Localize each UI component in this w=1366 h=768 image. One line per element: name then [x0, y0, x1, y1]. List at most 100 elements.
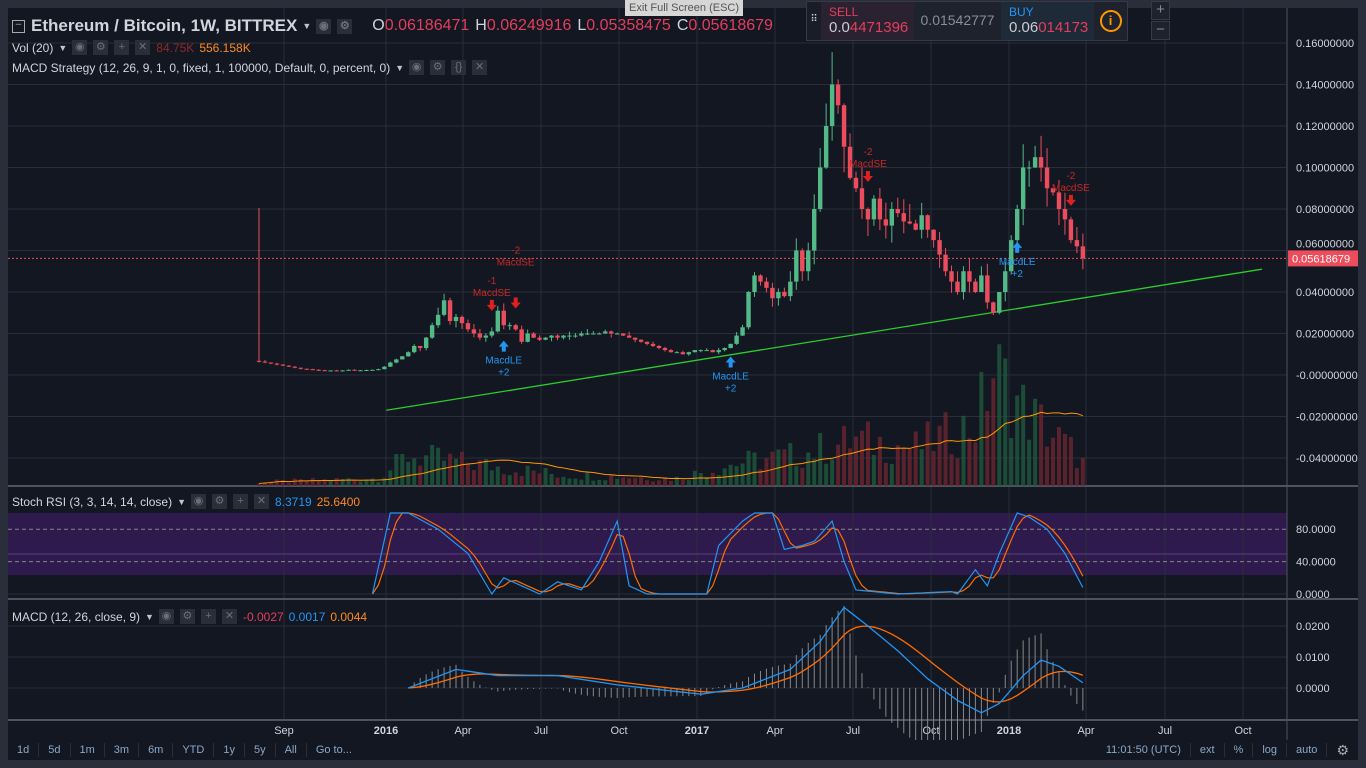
eye-icon[interactable]: ◉ [191, 494, 206, 509]
macd-title[interactable]: MACD (12, 26, close, 9) [12, 609, 141, 624]
zoom-in-button[interactable]: + [1151, 1, 1170, 20]
gear-icon[interactable]: ⚙ [93, 40, 109, 55]
volume-bar [824, 463, 829, 486]
info-button[interactable]: i [1094, 2, 1127, 40]
volume-bar [955, 458, 960, 486]
time-axis-label: Oct [922, 725, 939, 737]
candle-body [483, 335, 489, 338]
range-ytd[interactable]: YTD [173, 743, 215, 757]
close-icon[interactable]: ✕ [472, 60, 488, 75]
volume-bar [262, 482, 267, 486]
volume-bar [543, 468, 548, 486]
candle-body [585, 333, 590, 335]
range-1m[interactable]: 1m [71, 743, 105, 757]
volume-bar [459, 451, 464, 486]
zoom-out-button[interactable]: − [1151, 21, 1170, 40]
candle-body [1056, 192, 1062, 209]
volume-bar [645, 480, 650, 486]
volume-bar [501, 474, 506, 486]
plus-icon[interactable]: + [233, 494, 248, 509]
range-1d[interactable]: 1d [8, 743, 40, 757]
candle-body [943, 254, 948, 272]
time-axis-label: Apr [454, 725, 471, 737]
candle-body [435, 314, 441, 326]
volume-bar [268, 481, 273, 486]
clock[interactable]: 11:01:50 (UTC) [1097, 743, 1191, 757]
candle-body [316, 369, 321, 371]
volume-bar [376, 482, 381, 486]
candle-body [1020, 167, 1026, 209]
range-3m[interactable]: 3m [105, 743, 140, 757]
candle-body [704, 350, 709, 352]
buy-button[interactable]: BUY 0.06014173 [1001, 2, 1094, 40]
time-axis-label: Jul [534, 725, 548, 737]
trend-line [386, 268, 1263, 411]
goto-button[interactable]: Go to... [315, 744, 352, 756]
short-entry-arrow-icon [1065, 194, 1076, 206]
gear-icon[interactable]: ⚙ [212, 494, 227, 509]
ext-toggle[interactable]: ext [1191, 743, 1225, 757]
candle-body [835, 84, 841, 106]
chevron-down-icon[interactable]: ▼ [58, 42, 68, 53]
candle-body [710, 350, 715, 353]
range-5y[interactable]: 5y [245, 743, 276, 757]
volume-bar [716, 475, 721, 486]
settings-gear-icon[interactable]: ⚙ [1336, 742, 1349, 758]
close-icon[interactable]: ✕ [135, 40, 151, 55]
short-entry-label: MacdSE [473, 288, 511, 299]
candle-body [847, 146, 853, 178]
log-toggle[interactable]: log [1253, 743, 1288, 757]
drag-handle-icon[interactable]: ⠿ [807, 2, 821, 40]
short-entry-arrow-icon [862, 171, 873, 183]
collapse-icon[interactable]: − [12, 19, 25, 33]
sell-button[interactable]: SELL 0.04471396 [821, 2, 914, 40]
chevron-down-icon[interactable]: ▼ [395, 62, 405, 73]
gear-icon[interactable]: ⚙ [430, 60, 446, 75]
eye-icon[interactable]: ◉ [158, 609, 174, 624]
volume-bar [961, 415, 966, 486]
range-1y[interactable]: 1y [214, 743, 245, 757]
volume-bar [406, 461, 411, 486]
source-code-icon[interactable]: {} [451, 60, 467, 75]
volume-bar [537, 473, 542, 486]
candle-body [895, 209, 900, 214]
candle-body [817, 167, 823, 209]
eye-icon[interactable]: ◉ [409, 60, 425, 75]
short-entry-qty: -2 [511, 246, 520, 257]
exit-fullscreen-tooltip: Exit Full Screen (ESC) [625, 0, 744, 16]
percent-toggle[interactable]: % [1225, 743, 1254, 757]
range-6m[interactable]: 6m [139, 743, 174, 757]
symbol-title[interactable]: Ethereum / Bitcoin, 1W, BITTREX [31, 16, 298, 35]
long-entry-label: MacdLE [712, 372, 749, 383]
chevron-down-icon[interactable]: ▼ [145, 611, 154, 622]
short-entry-arrow-icon [486, 299, 497, 311]
close-icon[interactable]: ✕ [221, 609, 237, 624]
range-5d[interactable]: 5d [39, 743, 71, 757]
candle-body [388, 362, 393, 367]
eye-icon[interactable]: ◉ [72, 40, 88, 55]
volume-bar [495, 466, 500, 486]
range-all[interactable]: All [276, 743, 307, 757]
candle-body [764, 281, 769, 288]
candle-body [758, 275, 763, 282]
auto-toggle[interactable]: auto [1287, 743, 1328, 757]
eye-icon[interactable]: ◉ [316, 18, 332, 34]
volume-bar [782, 449, 787, 486]
short-entry-label: MacdSE [497, 258, 535, 269]
plus-icon[interactable]: + [114, 40, 130, 55]
volume-bar [358, 481, 363, 486]
stoch-title[interactable]: Stoch RSI (3, 3, 14, 14, close) [12, 494, 173, 509]
gear-icon[interactable]: ⚙ [337, 18, 353, 34]
candle-body [519, 329, 524, 342]
strategy-title[interactable]: MACD Strategy (12, 26, 9, 1, 0, fixed, 1… [12, 60, 391, 75]
volume-title[interactable]: Vol (20) [12, 40, 54, 55]
chevron-down-icon[interactable]: ▼ [177, 496, 186, 507]
plus-icon[interactable]: + [200, 609, 216, 624]
candle-body [1032, 157, 1038, 168]
gear-icon[interactable]: ⚙ [179, 609, 195, 624]
chart-background [8, 8, 1358, 740]
chevron-down-icon[interactable]: ▼ [302, 21, 312, 31]
candle-body [1080, 246, 1086, 259]
close-icon[interactable]: ✕ [254, 494, 269, 509]
